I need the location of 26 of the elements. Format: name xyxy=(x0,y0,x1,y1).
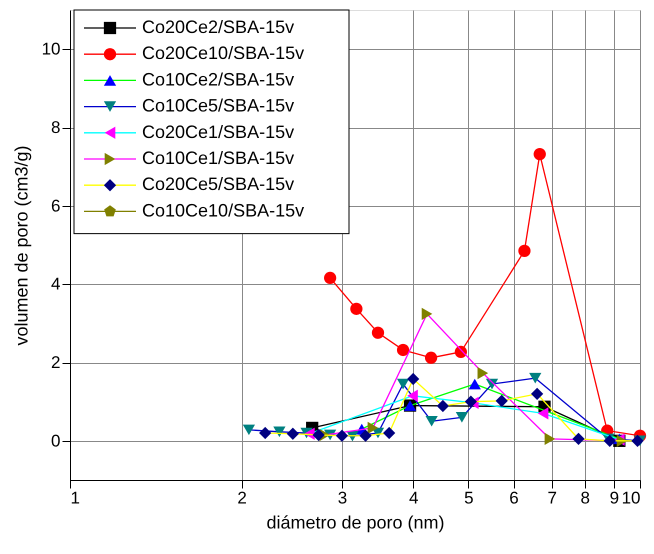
legend-label: Co20Ce2/SBA-15v xyxy=(142,17,294,37)
y-axis-title: volumen de poro (cm3/g) xyxy=(12,145,32,346)
y-tick-label: 10 xyxy=(42,40,60,59)
x-tick-label: 6 xyxy=(509,488,519,508)
x-tick-label: 3 xyxy=(338,488,348,508)
x-tick-label: 9 xyxy=(610,488,620,508)
x-tick-label: 4 xyxy=(408,488,418,508)
legend-label: Co20Ce1/SBA-15v xyxy=(142,122,294,142)
legend-label: Co20Ce10/SBA-15v xyxy=(142,43,304,64)
y-tick-label: 8 xyxy=(51,118,60,137)
x-tick-label: 8 xyxy=(580,488,590,508)
y-tick-label: 0 xyxy=(51,431,60,450)
x-tick-label: 1 xyxy=(70,488,80,508)
legend-label: Co10Ce2/SBA-15v xyxy=(142,69,294,90)
x-tick-label: 7 xyxy=(547,488,557,508)
legend-label: Co10Ce1/SBA-15v xyxy=(142,148,294,168)
legend-label: Co10Ce10/SBA-15v xyxy=(142,200,304,220)
y-tick-label: 4 xyxy=(51,274,60,294)
y-tick-label: 6 xyxy=(51,196,60,216)
x-tick-label: 5 xyxy=(464,488,474,508)
x-tick-label: 10 xyxy=(622,488,640,508)
y-tick-label: 2 xyxy=(51,353,60,372)
x-axis-title: diámetro de poro (nm) xyxy=(266,512,445,532)
x-tick-label: 2 xyxy=(237,488,247,508)
legend-label: Co20Ce5/SBA-15v xyxy=(142,174,294,194)
legend-label: Co10Ce5/SBA-15v xyxy=(142,96,294,116)
